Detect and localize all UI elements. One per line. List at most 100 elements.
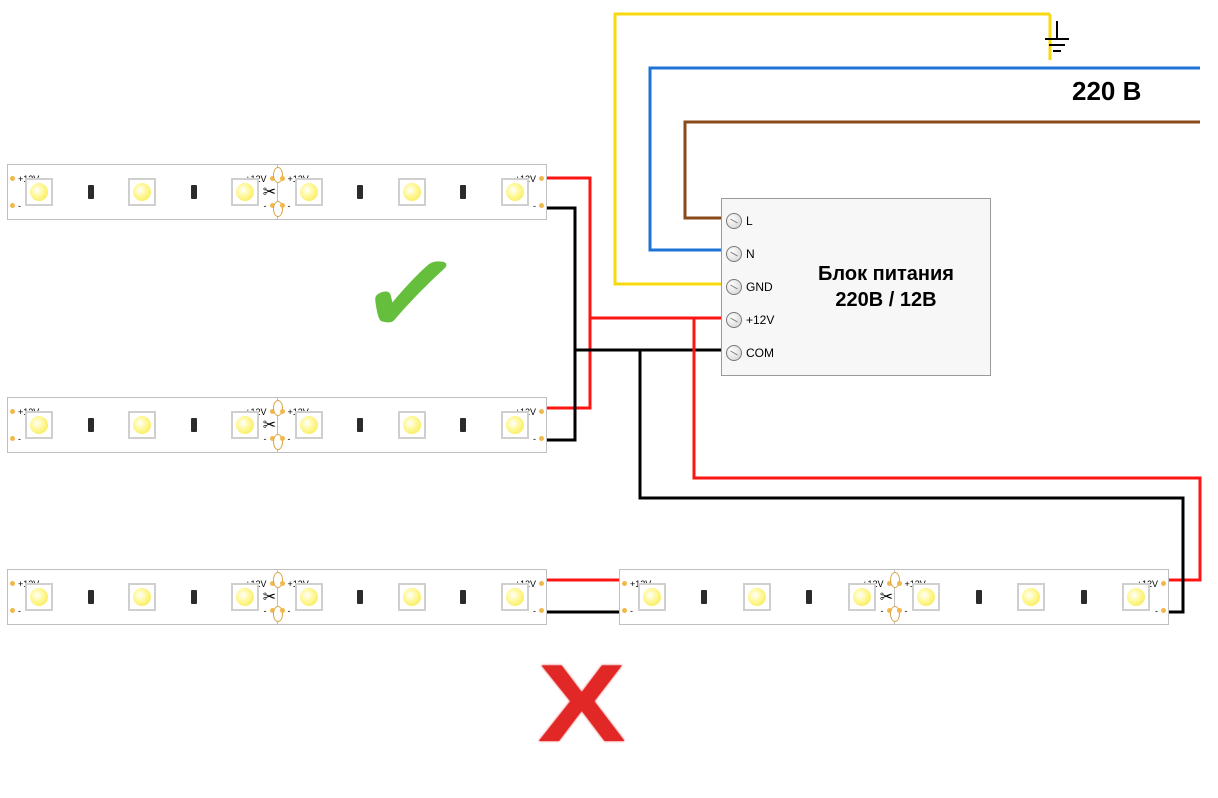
resistor [88,590,94,604]
solder-pad [280,608,285,613]
terminal-screw-icon [726,279,742,295]
pad-label-neg: - [288,606,291,616]
psu-terminal-n: N [726,246,778,262]
resistor [357,185,363,199]
pad-label-neg: - [288,434,291,444]
pad-label-neg: - [881,606,884,616]
resistor [1081,590,1087,604]
pad-label-neg: - [533,201,536,211]
led-strip-bottom-right: +12V-+12V-✂+12V-+12V- [619,569,1169,625]
strip-segment: ✂+12V-+12V- [277,570,547,624]
terminal-screw-icon [726,213,742,229]
wire-red [546,318,590,408]
psu-title-line2: 220В / 12В [835,287,936,313]
led-chip [743,583,771,611]
led-chip [398,178,426,206]
resistor [357,418,363,432]
psu-terminal-l: L [726,213,778,229]
pad-label-neg: - [264,201,267,211]
led-chip [501,583,529,611]
correct-icon: ✓ [351,219,470,371]
resistor [460,185,466,199]
solder-pad [1161,581,1166,586]
wire-black [546,350,575,440]
pad-label-neg: - [905,606,908,616]
led-chip [25,583,53,611]
solder-pad [897,581,902,586]
solder-pad [897,608,902,613]
strip-segment: +12V-+12V- [8,165,277,219]
resistor [191,590,197,604]
psu-title-line1: Блок питания [818,261,954,287]
strip-segment: +12V-+12V- [8,398,277,452]
psu-terminal-gnd: GND [726,279,778,295]
terminal-screw-icon [726,345,742,361]
solder-pad [539,581,544,586]
led-chip [25,411,53,439]
solder-pad [622,608,627,613]
terminal-screw-icon [726,312,742,328]
strip-segment: +12V-+12V- [8,570,277,624]
resistor [191,418,197,432]
resistor [88,185,94,199]
resistor [701,590,707,604]
mains-voltage-label: 220 В [1072,76,1141,107]
led-chip [638,583,666,611]
led-chip [398,583,426,611]
psu-terminal-com: COM [726,345,778,361]
strip-segment: ✂+12V-+12V- [277,165,547,219]
solder-pad [280,409,285,414]
resistor [460,590,466,604]
incorrect-icon: X [538,640,626,767]
led-chip [1017,583,1045,611]
led-strip-bottom-left: +12V-+12V-✂+12V-+12V- [7,569,547,625]
led-chip [128,583,156,611]
pad-label-neg: - [533,606,536,616]
solder-pad [280,581,285,586]
led-chip [501,411,529,439]
led-chip [501,178,529,206]
pad-label-neg: - [18,201,21,211]
strip-segment: ✂+12V-+12V- [277,398,547,452]
solder-pad [10,176,15,181]
pad-label-neg: - [18,434,21,444]
solder-pad [10,203,15,208]
wire-black [546,208,736,350]
led-chip [231,583,259,611]
resistor [88,418,94,432]
led-chip [295,583,323,611]
led-chip [128,178,156,206]
led-chip [1122,583,1150,611]
pad-label-neg: - [1155,606,1158,616]
led-chip [295,178,323,206]
led-chip [231,411,259,439]
power-supply-unit: LNGND+12VCOM Блок питания 220В / 12В [721,198,991,376]
resistor [191,185,197,199]
led-strip-top: +12V-+12V-✂+12V-+12V- [7,164,547,220]
solder-pad [280,203,285,208]
solder-pad [539,409,544,414]
led-chip [25,178,53,206]
solder-pad [10,608,15,613]
resistor [976,590,982,604]
led-chip [128,411,156,439]
strip-segment: ✂+12V-+12V- [894,570,1169,624]
ground-symbol-icon [1043,21,1071,61]
solder-pad [10,436,15,441]
solder-pad [280,436,285,441]
pad-label-neg: - [264,434,267,444]
resistor [460,418,466,432]
pad-label-neg: - [18,606,21,616]
solder-pad [622,581,627,586]
led-chip [231,178,259,206]
solder-pad [10,581,15,586]
strip-segment: +12V-+12V- [620,570,894,624]
terminal-screw-icon [726,246,742,262]
pad-label-neg: - [630,606,633,616]
solder-pad [10,409,15,414]
led-chip [912,583,940,611]
led-strip-mid: +12V-+12V-✂+12V-+12V- [7,397,547,453]
led-chip [295,411,323,439]
resistor [357,590,363,604]
solder-pad [1161,608,1166,613]
